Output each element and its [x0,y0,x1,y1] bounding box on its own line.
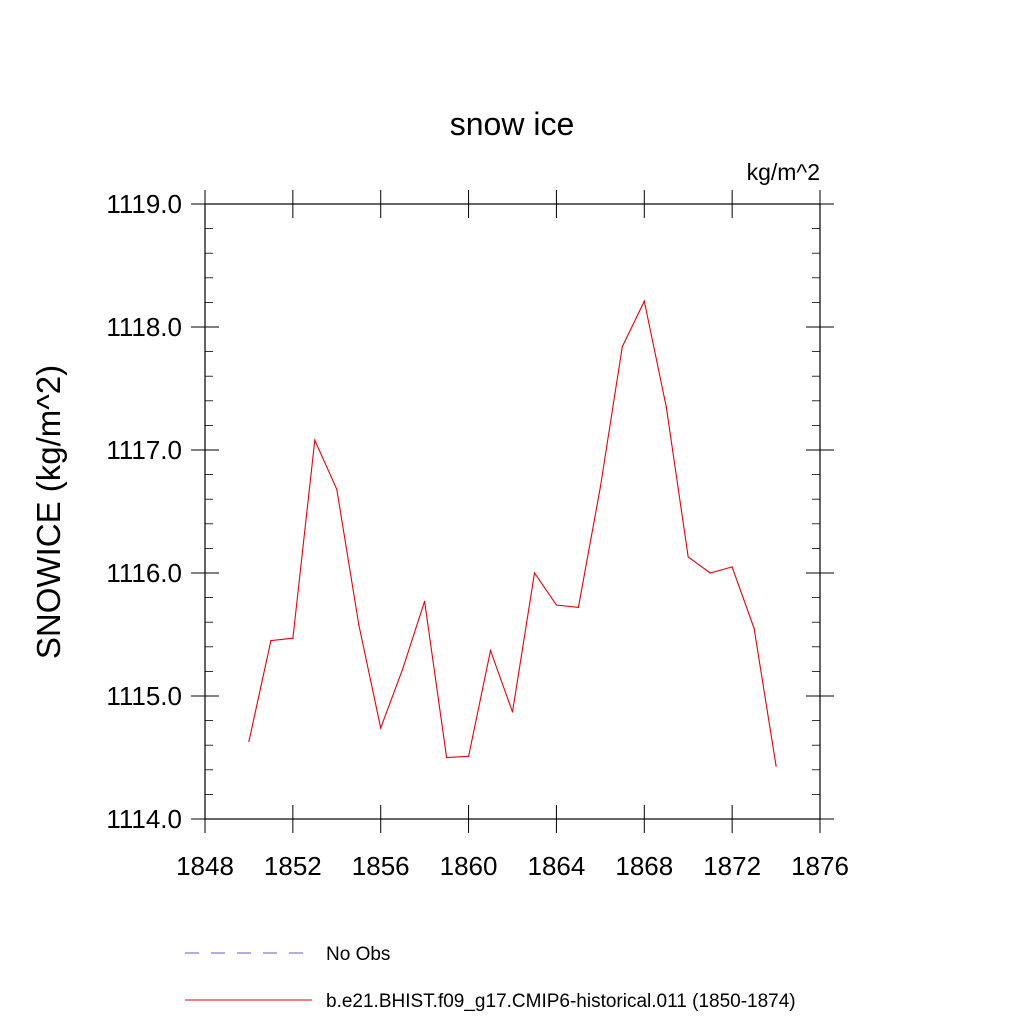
data-point [489,649,492,652]
x-tick-label: 1856 [352,851,410,881]
data-point [709,572,711,574]
x-tick-label: 1872 [703,851,761,881]
plot-border [204,203,821,820]
data-point [687,556,689,558]
data-point [555,604,558,606]
data-point [424,600,426,602]
x-tick-label: 1860 [440,851,498,881]
y-axis-ticks: 1114.0 1115.0 1116.0 1117.0 1118.0 1119.0 [106,189,834,834]
data-point [292,637,294,639]
data-point [270,640,272,642]
data-point [775,765,777,767]
data-point [533,572,536,574]
x-tick-label: 1876 [791,851,849,881]
units-label: kg/m^2 [747,159,820,185]
data-point [621,346,623,348]
data-point [358,624,360,626]
y-tick-label: 1118.0 [106,312,182,342]
y-tick-label: 1116.0 [106,558,182,588]
data-point [643,300,645,302]
data-point [731,566,733,568]
x-tick-label: 1848 [176,851,234,881]
y-tick-label: 1119.0 [106,189,182,219]
data-point [402,668,404,670]
data-point [665,406,667,408]
data-point [577,606,579,609]
data-point [753,627,755,629]
chart-title: snow ice [450,106,575,142]
y-tick-label: 1117.0 [106,435,182,465]
data-point [248,740,250,743]
legend-label: No Obs [326,944,390,965]
y-axis-label: SNOWICE (kg/m^2) [30,365,67,659]
y-tick-label: 1114.0 [106,804,182,834]
legend: No Obs b.e21.BHIST.f09_g17.CMIP6-historic… [185,944,796,1012]
legend-label: b.e21.BHIST.f09_g17.CMIP6-historical.011… [326,991,796,1012]
plot-frame [204,203,821,820]
x-tick-label: 1864 [528,851,586,881]
y-tick-label: 1115.0 [106,681,182,711]
data-point [446,756,448,759]
data-point [511,711,514,713]
x-tick-label: 1852 [264,851,322,881]
x-tick-label: 1868 [615,851,673,881]
data-point [380,727,382,729]
data-point [467,755,470,757]
data-point [599,486,601,488]
series-line [248,299,777,767]
x-axis-ticks: 1848 1852 1856 1860 1864 1868 1872 1876 [176,190,849,881]
series-layer [248,299,777,767]
data-point [314,439,316,441]
data-point [336,488,338,490]
